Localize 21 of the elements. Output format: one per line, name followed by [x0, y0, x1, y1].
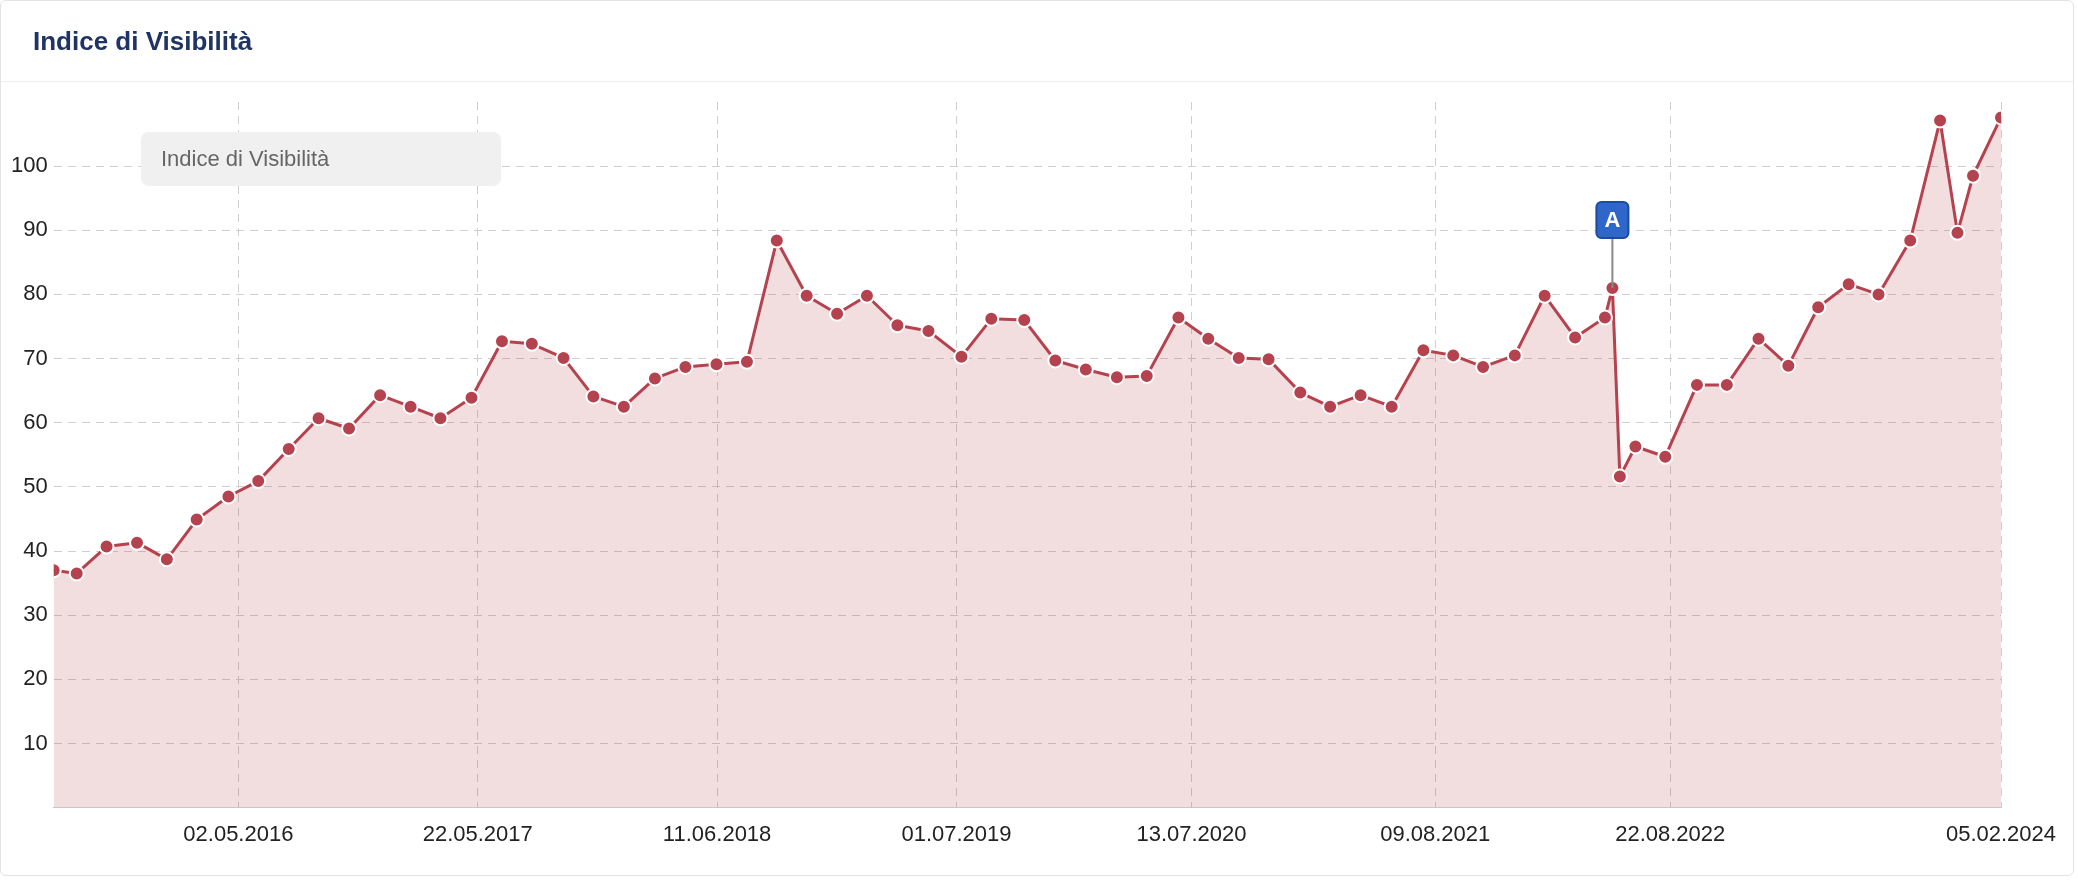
y-tick-label: 20: [23, 665, 48, 691]
x-tick-label: 13.07.2020: [1136, 820, 1247, 846]
x-tick-label: 05.02.2024: [1945, 820, 2057, 846]
x-tick-label: 22.08.2022: [1615, 820, 1726, 846]
y-tick-label: 40: [23, 537, 48, 563]
y-tick-label: 70: [23, 344, 48, 370]
y-tick-label: 80: [23, 280, 48, 306]
y-tick-label: 100: [10, 152, 48, 178]
x-tick-label: 02.05.2016: [183, 820, 294, 846]
y-tick-label: 30: [23, 601, 48, 627]
y-tick-label: 90: [23, 216, 48, 242]
annotation: A: [1604, 207, 1621, 233]
x-tick-label: 01.07.2019: [901, 820, 1012, 846]
chart-title: Indice di Visibilità: [1, 1, 2073, 82]
x-tick-label: 09.08.2021: [1380, 820, 1491, 846]
y-tick-label: 50: [23, 472, 48, 498]
caption-box: Indice di Visibilità: [141, 132, 501, 186]
x-tick-label: 11.06.2018: [662, 820, 772, 846]
y-tick-label: 10: [23, 729, 48, 755]
x-tick-label: 22.05.2017: [422, 820, 533, 846]
y-tick-label: 60: [23, 408, 48, 434]
